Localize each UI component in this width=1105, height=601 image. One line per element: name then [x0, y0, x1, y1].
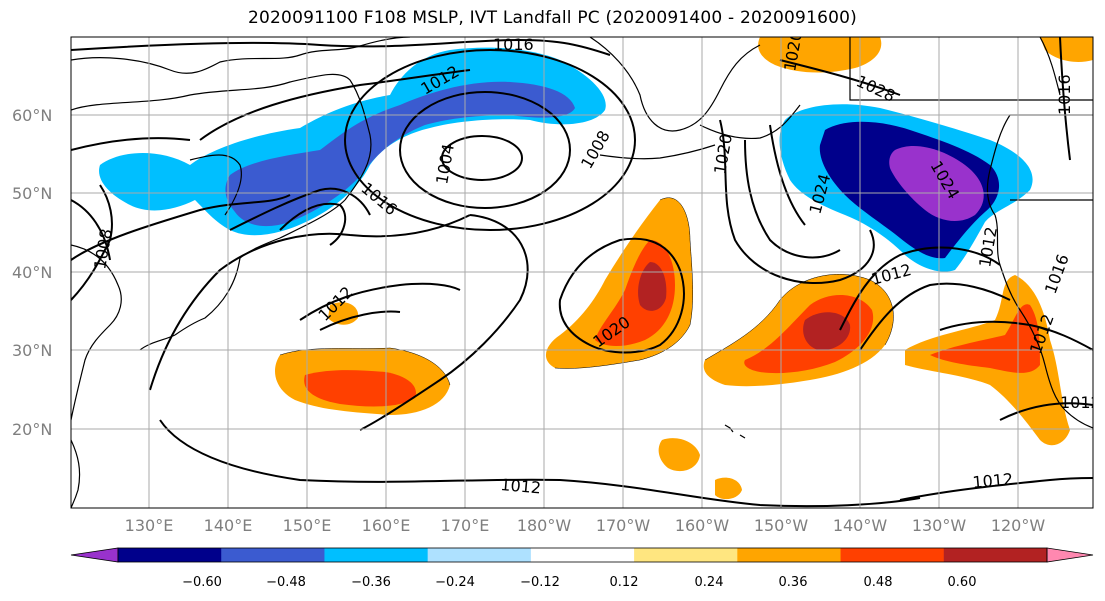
colorbar-swatch: [634, 548, 738, 562]
gridlines: [71, 37, 1093, 508]
isobars: [71, 37, 1093, 508]
negative-anomaly-gulf-core: [889, 145, 984, 222]
colorbar-outline: [117, 547, 1048, 563]
latitude-labels: 60°N 50°N 40°N 30°N 20°N: [12, 106, 52, 439]
colorbar-swatch: [221, 548, 325, 562]
lat-label: 40°N: [12, 263, 52, 282]
colorbar-swatch: [324, 548, 429, 562]
positive-anomaly-west-core: [304, 370, 416, 407]
colorbar-tick-label: −0.24: [435, 575, 475, 590]
contour-label: 1016: [1055, 74, 1074, 115]
colorbar-extend-high: [1046, 547, 1094, 563]
lon-label: 120°W: [991, 516, 1046, 535]
contour-label: 1012: [1060, 393, 1101, 412]
colorbar-tick-label: −0.48: [266, 575, 306, 590]
positive-anomaly-hawaii: [658, 438, 700, 472]
positive-anomaly-california-core: [930, 304, 1040, 373]
negative-anomaly-mid: [225, 81, 575, 227]
contour-label: 1016: [493, 35, 534, 54]
colorbar-tick-label: −0.36: [351, 575, 391, 590]
lon-label: 160°E: [362, 516, 411, 535]
colorbar-tick-label: 0.60: [948, 575, 977, 590]
positive-anomaly-small: [715, 477, 742, 500]
lon-label: 150°E: [283, 516, 332, 535]
colorbar-tick-label: −0.12: [520, 575, 560, 590]
colorbar-tick-labels: −0.60 −0.48 −0.36 −0.24 −0.12 0.12 0.24 …: [182, 575, 976, 590]
lon-label: 130°W: [912, 516, 967, 535]
positive-anomaly-small-2: [328, 302, 359, 325]
lon-label: 140°E: [204, 516, 253, 535]
lon-label: 130°E: [125, 516, 174, 535]
lon-label: 170°E: [441, 516, 490, 535]
colorbar-tick-label: 0.36: [779, 575, 808, 590]
longitude-labels: 130°E 140°E 150°E 160°E 170°E 180°W 170°…: [125, 516, 1046, 535]
lon-label: 160°W: [675, 516, 730, 535]
positive-anomaly-central-max: [638, 262, 667, 311]
colorbar-swatch: [530, 548, 635, 562]
lat-label: 30°N: [12, 341, 52, 360]
map-title: 2020091100 F108 MSLP, IVT Landfall PC (2…: [248, 8, 857, 28]
contour-label: 1012: [500, 475, 542, 497]
colorbar-swatch: [943, 548, 1048, 562]
lon-label: 180°W: [517, 516, 572, 535]
colorbar-tick-label: 0.24: [695, 575, 724, 590]
colorbar-swatch: [737, 548, 842, 562]
lon-label: 170°W: [596, 516, 651, 535]
colorbar-swatch: [840, 548, 945, 562]
contour-label: 1012: [972, 470, 1014, 492]
colorbar-tick-label: 0.48: [864, 575, 893, 590]
map-frame: [70, 36, 1094, 509]
coastlines: [71, 37, 1093, 508]
colorbar-swatch: [427, 548, 532, 562]
lat-label: 50°N: [12, 184, 52, 203]
positive-anomaly-east-max: [803, 312, 851, 351]
lat-label: 20°N: [12, 420, 52, 439]
colorbar-tick-label: −0.60: [182, 575, 222, 590]
positive-anomaly-northeast-2: [1040, 37, 1093, 62]
colorbar-swatch: [118, 548, 222, 562]
colorbar-extend-low: [70, 547, 119, 563]
lat-label: 60°N: [12, 106, 52, 125]
lon-label: 150°W: [754, 516, 809, 535]
lon-label: 140°W: [833, 516, 888, 535]
colorbar: [70, 547, 1094, 563]
colorbar-tick-label: 0.12: [610, 575, 639, 590]
